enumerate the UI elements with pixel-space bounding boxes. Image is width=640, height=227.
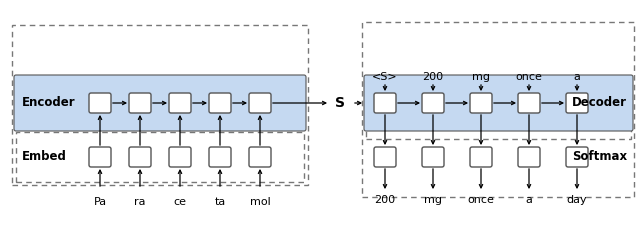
Text: once: once bbox=[516, 72, 543, 82]
FancyBboxPatch shape bbox=[89, 147, 111, 167]
Text: a: a bbox=[573, 72, 580, 82]
FancyBboxPatch shape bbox=[364, 75, 633, 131]
FancyBboxPatch shape bbox=[89, 93, 111, 113]
Text: <S>: <S> bbox=[372, 72, 398, 82]
FancyBboxPatch shape bbox=[470, 147, 492, 167]
FancyBboxPatch shape bbox=[209, 147, 231, 167]
Text: a: a bbox=[525, 195, 532, 205]
FancyBboxPatch shape bbox=[249, 93, 271, 113]
Text: mg: mg bbox=[472, 72, 490, 82]
Text: mol: mol bbox=[250, 197, 270, 207]
Bar bbox=[12, 25, 308, 185]
Text: 200: 200 bbox=[422, 72, 444, 82]
Text: Encoder: Encoder bbox=[22, 96, 76, 109]
Text: mg: mg bbox=[424, 195, 442, 205]
Bar bbox=[366, 89, 631, 139]
Text: ce: ce bbox=[173, 197, 186, 207]
FancyBboxPatch shape bbox=[518, 147, 540, 167]
Text: Pa: Pa bbox=[93, 197, 107, 207]
FancyBboxPatch shape bbox=[374, 93, 396, 113]
FancyBboxPatch shape bbox=[374, 147, 396, 167]
FancyBboxPatch shape bbox=[422, 93, 444, 113]
Text: Decoder: Decoder bbox=[572, 96, 627, 109]
FancyBboxPatch shape bbox=[518, 93, 540, 113]
FancyBboxPatch shape bbox=[14, 75, 306, 131]
FancyBboxPatch shape bbox=[129, 93, 151, 113]
Bar bbox=[16, 132, 304, 182]
Text: 200: 200 bbox=[374, 195, 396, 205]
Text: Softmax: Softmax bbox=[572, 151, 627, 163]
FancyBboxPatch shape bbox=[129, 147, 151, 167]
FancyBboxPatch shape bbox=[566, 147, 588, 167]
Text: once: once bbox=[468, 195, 495, 205]
FancyBboxPatch shape bbox=[209, 93, 231, 113]
Text: S: S bbox=[335, 96, 345, 110]
Bar bbox=[362, 22, 634, 197]
FancyBboxPatch shape bbox=[470, 93, 492, 113]
FancyBboxPatch shape bbox=[422, 147, 444, 167]
FancyBboxPatch shape bbox=[249, 147, 271, 167]
Text: ra: ra bbox=[134, 197, 146, 207]
Text: Embed: Embed bbox=[22, 151, 67, 163]
FancyBboxPatch shape bbox=[566, 93, 588, 113]
FancyBboxPatch shape bbox=[169, 147, 191, 167]
FancyBboxPatch shape bbox=[169, 93, 191, 113]
Text: ta: ta bbox=[214, 197, 226, 207]
Text: day: day bbox=[566, 195, 588, 205]
